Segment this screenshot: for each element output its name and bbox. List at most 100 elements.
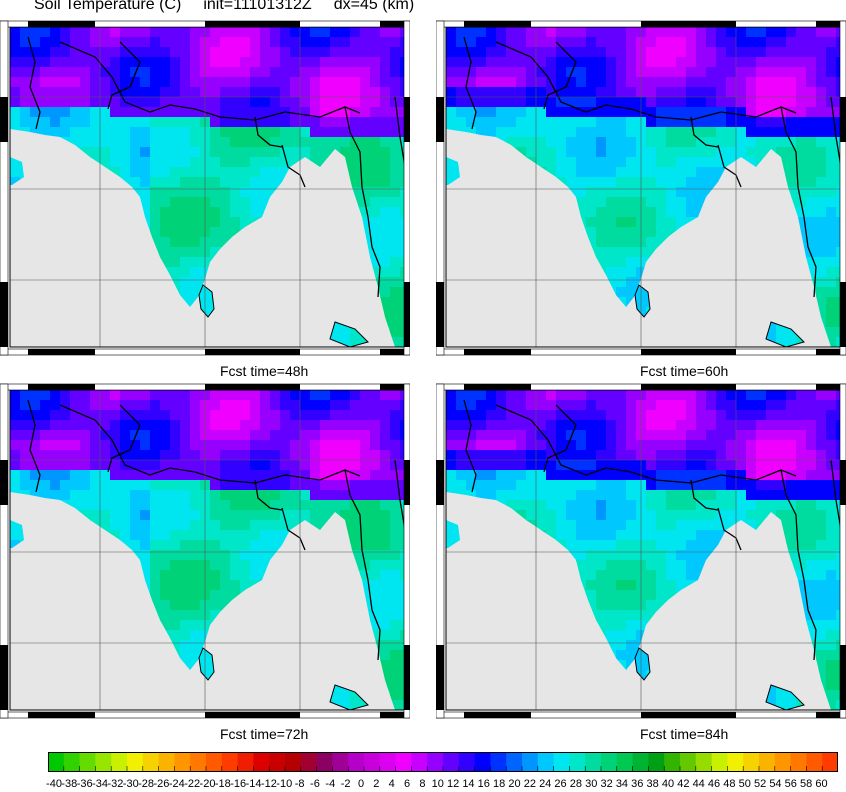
- map-border-block: [464, 21, 531, 27]
- colorbar-swatch: [585, 752, 601, 772]
- colorbar-swatch: [285, 752, 301, 772]
- map-canvas: [0, 17, 410, 357]
- colorbar: [48, 752, 838, 772]
- colorbar-swatch: [222, 752, 238, 772]
- colorbar-tick-label: 22: [524, 778, 536, 790]
- init-time: init=11101312Z: [203, 0, 311, 13]
- colorbar-swatch: [743, 752, 759, 772]
- colorbar-swatch: [95, 752, 111, 772]
- colorbar-tick-label: 32: [600, 778, 612, 790]
- map-border-block: [436, 645, 444, 710]
- colorbar-tick-label: 42: [677, 778, 689, 790]
- map-border-block: [380, 712, 404, 718]
- colorbar-tick-label: -34: [92, 778, 108, 790]
- colorbar-tick-label: 20: [508, 778, 520, 790]
- colorbar-swatch: [712, 752, 728, 772]
- panel-caption-48h: Fcst time=48h: [220, 363, 308, 379]
- colorbar-tick-label: -6: [310, 778, 320, 790]
- colorbar-tick-label: -14: [246, 778, 262, 790]
- colorbar-tick-label: 48: [723, 778, 735, 790]
- map-border-block: [436, 460, 444, 505]
- colorbar-swatch: [664, 752, 680, 772]
- colorbar-tick-label: -4: [325, 778, 335, 790]
- colorbar-tick-label: -32: [107, 778, 123, 790]
- colorbar-tick-label: 38: [647, 778, 659, 790]
- colorbar-tick-label: 54: [769, 778, 781, 790]
- colorbar-tick-label: -40: [46, 778, 62, 790]
- colorbar-tick-label: -20: [200, 778, 216, 790]
- map-panel-84h: [436, 380, 846, 710]
- colorbar-swatch: [601, 752, 617, 772]
- colorbar-swatch: [364, 752, 380, 772]
- map-border-block: [436, 97, 444, 142]
- colorbar-tick-label: 12: [447, 778, 459, 790]
- map-panel-72h: [0, 380, 410, 710]
- map-border-block: [641, 712, 736, 718]
- map-border-block: [464, 384, 531, 390]
- figure-title: Soil Temperature (C) init=11101312Z dx=45 …: [34, 0, 436, 14]
- colorbar-swatch: [48, 752, 64, 772]
- grid-spacing: dx=45 (km): [334, 0, 414, 13]
- colorbar-swatch: [317, 752, 333, 772]
- map-border-block: [816, 384, 840, 390]
- colorbar-swatch: [475, 752, 491, 772]
- colorbar-tick-label: -28: [138, 778, 154, 790]
- colorbar-tick-label: -30: [123, 778, 139, 790]
- map-border-block: [840, 645, 846, 710]
- colorbar-tick-label: -24: [169, 778, 185, 790]
- colorbar-tick-label: 10: [432, 778, 444, 790]
- colorbar-tick-label: 2: [373, 778, 379, 790]
- colorbar-tick-label: -36: [77, 778, 93, 790]
- colorbar-tick-label: 8: [419, 778, 425, 790]
- map-panel-60h: [436, 17, 846, 347]
- colorbar-swatch: [127, 752, 143, 772]
- colorbar-swatch: [775, 752, 791, 772]
- map-border-block: [205, 384, 300, 390]
- colorbar-swatch: [791, 752, 807, 772]
- colorbar-tick-label: 28: [570, 778, 582, 790]
- colorbar-swatch: [696, 752, 712, 772]
- map-border-block: [464, 349, 531, 355]
- map-border-block: [464, 712, 531, 718]
- field-title: Soil Temperature (C): [34, 0, 181, 13]
- map-border-block: [641, 384, 736, 390]
- colorbar-tick-label: -22: [184, 778, 200, 790]
- map-border-block: [404, 97, 410, 142]
- map-border-block: [28, 384, 95, 390]
- map-border-block: [0, 460, 8, 505]
- map-border-block: [205, 712, 300, 718]
- colorbar-swatch: [174, 752, 190, 772]
- colorbar-swatch: [301, 752, 317, 772]
- colorbar-swatch: [569, 752, 585, 772]
- map-border-block: [816, 349, 840, 355]
- colorbar-swatch: [822, 752, 838, 772]
- map-panel-48h: [0, 17, 410, 347]
- map-border-block: [28, 349, 95, 355]
- colorbar-tick-label: -16: [230, 778, 246, 790]
- colorbar-tick-label: -10: [276, 778, 292, 790]
- colorbar-tick-label: 16: [478, 778, 490, 790]
- colorbar-swatch: [506, 752, 522, 772]
- map-border-block: [205, 21, 300, 27]
- colorbar-swatch: [538, 752, 554, 772]
- colorbar-swatch: [143, 752, 159, 772]
- colorbar-tick-label: -18: [215, 778, 231, 790]
- panel-caption-72h: Fcst time=72h: [220, 726, 308, 742]
- colorbar-tick-label: 60: [815, 778, 827, 790]
- colorbar-swatch: [269, 752, 285, 772]
- map-border-block: [404, 460, 410, 505]
- colorbar-tick-label: 26: [554, 778, 566, 790]
- map-border-block: [205, 349, 300, 355]
- colorbar-swatch: [427, 752, 443, 772]
- map-border-block: [28, 712, 95, 718]
- colorbar-tick-label: 18: [493, 778, 505, 790]
- map-border-block: [816, 21, 840, 27]
- map-canvas: [0, 380, 410, 720]
- colorbar-swatch: [64, 752, 80, 772]
- map-border-block: [0, 645, 8, 710]
- map-border-block: [816, 712, 840, 718]
- colorbar-tick-label: 58: [800, 778, 812, 790]
- colorbar-swatch: [159, 752, 175, 772]
- colorbar-tick-label: 14: [462, 778, 474, 790]
- colorbar-tick-label: -12: [261, 778, 277, 790]
